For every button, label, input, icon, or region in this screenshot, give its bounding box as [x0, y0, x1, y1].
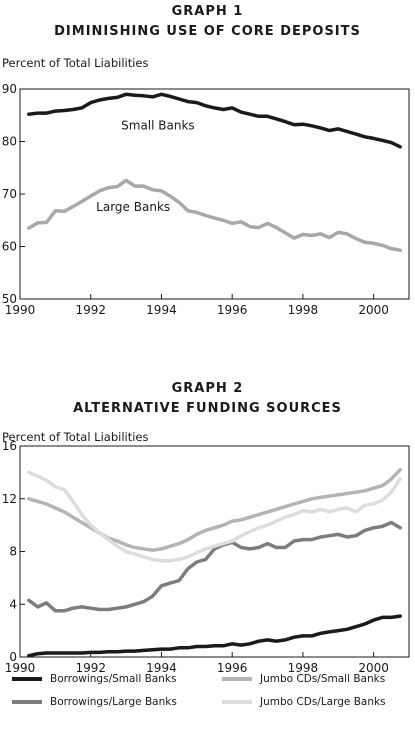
x-tick-label: 1994 — [146, 661, 177, 675]
graph1-subtitle: DIMINISHING USE OF CORE DEPOSITS — [54, 24, 361, 39]
legend-swatch — [222, 677, 252, 681]
graph2-plot: 0 4 8 12 16 1990 1992 1994 1996 1998 2000 — [2, 439, 410, 675]
legend-item: Borrowings/Small Banks — [12, 673, 176, 685]
x-tick-label: 1990 — [5, 661, 36, 675]
legend-swatch — [12, 700, 42, 704]
y-tick-label: 60 — [2, 240, 17, 254]
series-line-small-banks — [27, 92, 402, 149]
legend-label: Jumbo CDs/Large Banks — [260, 696, 386, 708]
graph1-title: GRAPH 1 — [171, 4, 244, 19]
x-tick-label: 1994 — [146, 303, 177, 317]
x-tick-label: 1996 — [217, 303, 248, 317]
series-line-borrowings-large-banks — [27, 520, 402, 613]
graph1-ylabel: Percent of Total Liabilities — [2, 56, 149, 70]
x-tick-label: 1996 — [217, 661, 248, 675]
y-tick-label: 90 — [2, 82, 17, 96]
y-tick-label: 70 — [2, 187, 17, 201]
series-line-jumbo-cds-small-banks — [27, 467, 402, 552]
legend-label: Jumbo CDs/Small Banks — [260, 673, 386, 685]
legend-label: Borrowings/Large Banks — [50, 696, 177, 708]
series-line-large-banks — [27, 178, 402, 252]
legend-item: Jumbo CDs/Large Banks — [222, 696, 386, 708]
x-tick-label: 1990 — [5, 303, 36, 317]
x-tick-label: 2000 — [358, 303, 389, 317]
legend-item: Jumbo CDs/Small Banks — [222, 673, 385, 685]
y-tick-label: 16 — [2, 439, 17, 453]
legend-item: Borrowings/Large Banks — [12, 696, 177, 708]
x-tick-label: 1992 — [75, 661, 106, 675]
y-tick-label: 50 — [2, 292, 17, 306]
y-tick-label: 80 — [2, 135, 17, 149]
y-tick-label: 12 — [2, 492, 17, 506]
x-tick-label: 1998 — [288, 303, 319, 317]
y-tick-label: 8 — [9, 545, 17, 559]
legend-swatch — [12, 677, 42, 681]
x-tick-label: 2000 — [358, 661, 389, 675]
graph2-ylabel: Percent of Total Liabilities — [2, 430, 149, 444]
legend-label: Borrowings/Small Banks — [50, 673, 177, 685]
series-line-jumbo-cds-large-banks — [27, 470, 402, 563]
graph2-subtitle: ALTERNATIVE FUNDING SOURCES — [73, 401, 342, 416]
series-annotation: Large Banks — [96, 200, 170, 214]
series-line-borrowings-small-banks — [27, 614, 402, 658]
x-tick-label: 1992 — [75, 303, 106, 317]
y-tick-label: 0 — [9, 650, 17, 664]
y-tick-label: 4 — [9, 597, 17, 611]
legend-swatch — [222, 700, 252, 704]
x-tick-label: 1998 — [288, 661, 319, 675]
series-annotation: Small Banks — [121, 118, 195, 132]
graph2-title: GRAPH 2 — [171, 381, 244, 396]
graph1-plot: 50 60 70 80 90 1990 1992 1994 1996 1998 2000 Small … — [2, 82, 410, 317]
